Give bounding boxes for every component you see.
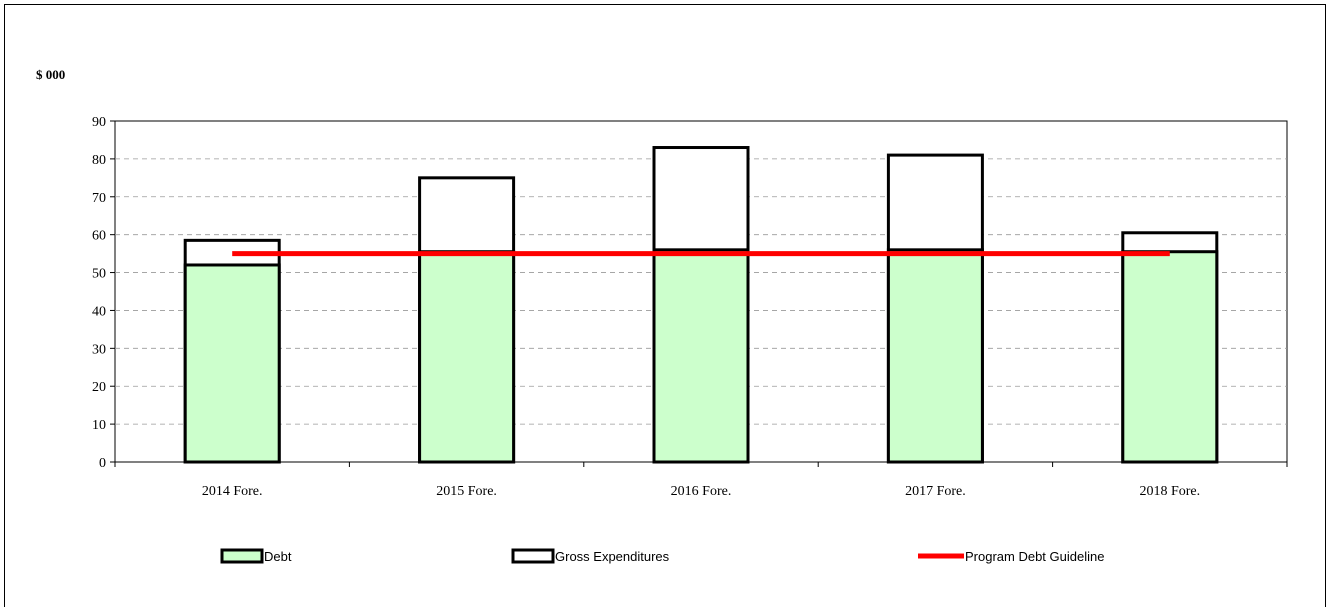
legend-swatch (220, 548, 264, 564)
y-tick-label: 0 (99, 456, 106, 471)
y-tick-label: 10 (92, 418, 106, 433)
plot-area: 0 10 20 30 40 50 60 70 80 90 2014 Fore. 2015 Fore. 2… (92, 115, 1288, 499)
y-unit-label: $ 000 (36, 67, 65, 82)
y-tick-label: 30 (92, 342, 106, 357)
y-tick-label: 50 (92, 267, 106, 282)
chart-frame (4, 4, 1326, 607)
x-tick-label: 2017 Fore. (905, 484, 966, 499)
y-tick-label: 40 (92, 304, 106, 319)
y-tick-label: 90 (92, 115, 106, 130)
bar-debt (886, 248, 984, 464)
y-tick-label: 60 (92, 229, 106, 244)
legend-swatch (511, 548, 555, 564)
x-tick-label: 2015 Fore. (436, 484, 497, 499)
legend: Debt Gross Expenditures Program Debt Guide… (220, 548, 1104, 564)
bar-debt (1121, 250, 1219, 464)
legend-label: Gross Expenditures (555, 549, 670, 564)
bar-debt (183, 263, 281, 464)
legend-label: Program Debt Guideline (965, 549, 1104, 564)
legend-label: Debt (264, 549, 292, 564)
x-tick-label: 2014 Fore. (202, 484, 263, 499)
x-tick-label: 2018 Fore. (1139, 484, 1200, 499)
bar-debt (652, 248, 750, 464)
bar-debt (418, 250, 516, 464)
x-tick-label: 2016 Fore. (671, 484, 732, 499)
y-tick-label: 20 (92, 380, 106, 395)
y-tick-label: 70 (92, 191, 106, 206)
y-tick-label: 80 (92, 153, 106, 168)
